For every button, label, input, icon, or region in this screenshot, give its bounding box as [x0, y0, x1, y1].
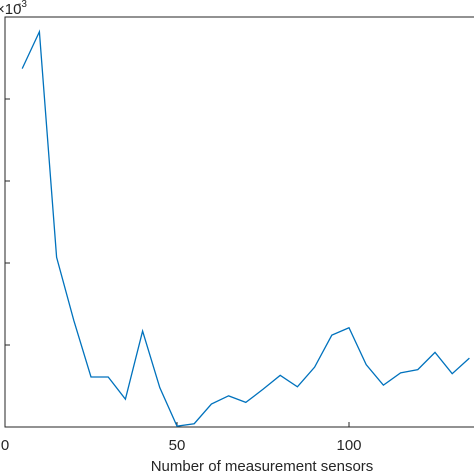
y-exponent: -3: [18, 0, 27, 10]
x-axis-label: Number of measurement sensors: [151, 458, 374, 474]
axes-frame: [4, 16, 474, 428]
data-line: [21, 29, 470, 427]
x-tick-label: 100: [336, 437, 361, 454]
x-tick-label: 0: [1, 437, 9, 454]
y-exponent-base: ×10: [0, 1, 21, 18]
x-tick-label: 50: [169, 437, 186, 454]
